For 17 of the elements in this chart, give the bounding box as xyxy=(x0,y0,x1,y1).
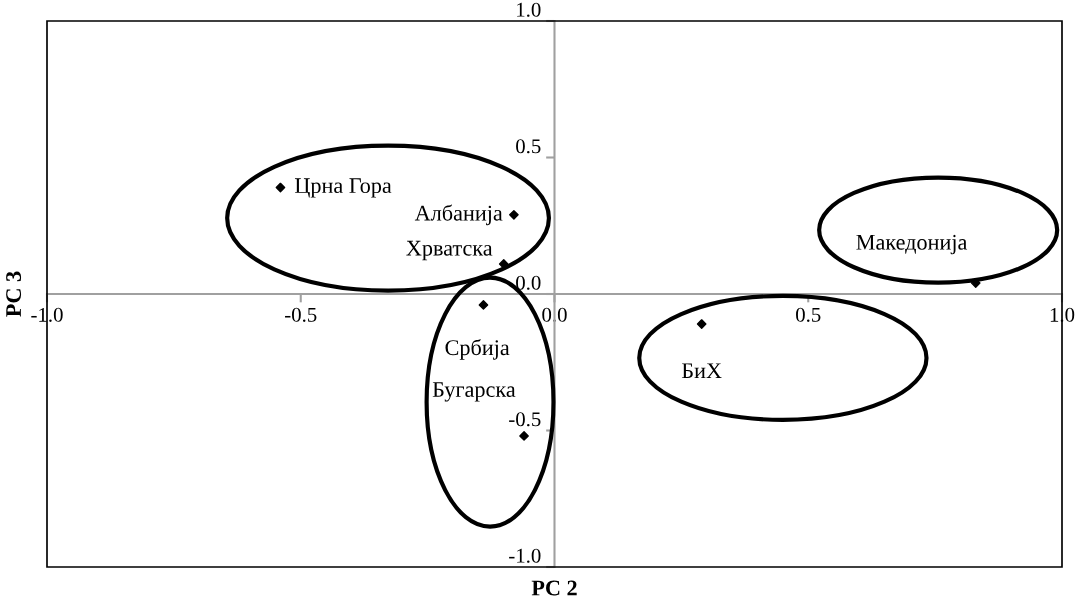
y-tick-label: -1.0 xyxy=(509,548,541,563)
y-tick-label: 0.0 xyxy=(516,275,541,290)
annotation: Црна Гора xyxy=(294,178,392,198)
annotation: Србија xyxy=(445,339,510,360)
y-tick-label: 1.0 xyxy=(517,2,541,17)
annotation: БиХ xyxy=(681,363,722,378)
x-tick-label: 0.0 xyxy=(542,307,567,322)
y-tick-label: -0.5 xyxy=(509,412,541,427)
x-tick-label: -0.5 xyxy=(285,307,317,322)
annotation: Македонија xyxy=(856,234,968,255)
y-tick-label: 0.5 xyxy=(516,139,541,154)
annotation: Хрватска xyxy=(406,240,493,261)
annotation: Бугарска xyxy=(432,382,516,402)
x-axis-title: PC 2 xyxy=(531,580,577,596)
y-axis-title: PC 3 xyxy=(6,271,22,317)
annotation: Албанија xyxy=(414,204,503,226)
x-tick-label: 0.5 xyxy=(796,307,821,322)
